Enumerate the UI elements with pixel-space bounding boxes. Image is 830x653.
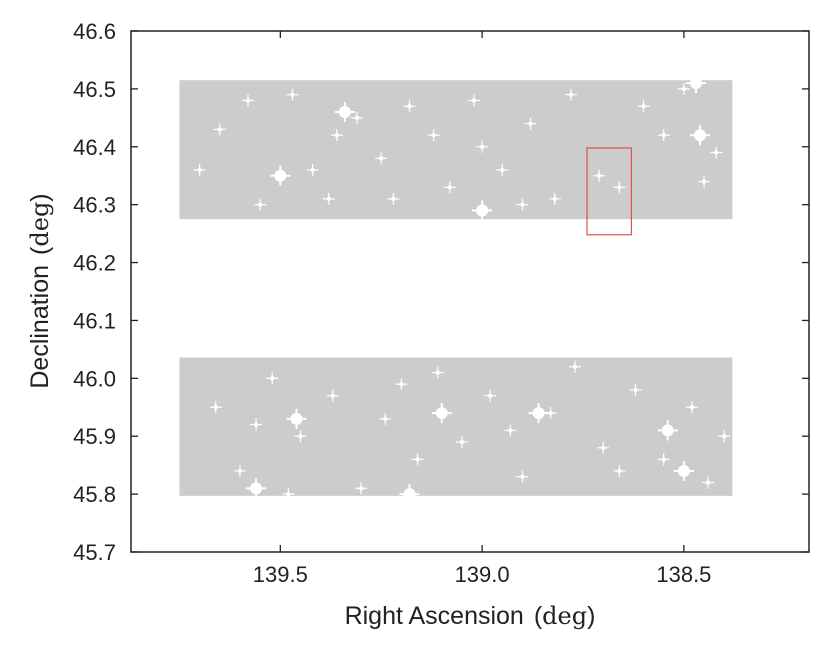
- star-mask-9: [443, 181, 456, 194]
- y-tick-label-1: 45.8: [73, 482, 116, 507]
- x-axis-title: Right Ascension (deg): [345, 602, 596, 630]
- star-mask-6: [375, 152, 388, 165]
- coverage-region-north: [179, 80, 733, 220]
- star-mask-46: [702, 476, 715, 489]
- masked-stars-layer: [193, 73, 731, 505]
- y-tick-label-6: 46.3: [73, 193, 116, 218]
- bright-star-mask-0: [270, 165, 291, 186]
- star-mask-11: [496, 163, 509, 176]
- star-mask-30: [266, 372, 279, 385]
- star-mask-19: [698, 175, 711, 188]
- star-mask-16: [613, 181, 626, 194]
- star-mask-32: [326, 389, 339, 402]
- star-mask-39: [516, 470, 529, 483]
- x-tick-label-2: 138.5: [656, 562, 711, 587]
- x-axis-ticks: 139.5 139.0 138.5: [253, 31, 711, 587]
- bright-star-mask-8: [657, 420, 678, 441]
- y-tick-label-2: 45.9: [73, 424, 116, 449]
- star-mask-49: [504, 424, 517, 437]
- star-mask-34: [379, 412, 392, 425]
- star-mask-2: [286, 88, 299, 101]
- bright-star-mask-11: [334, 102, 355, 123]
- y-tick-label-3: 46.0: [73, 366, 116, 391]
- star-mask-18: [677, 82, 690, 95]
- star-mask-3: [306, 163, 319, 176]
- star-mask-41: [568, 360, 581, 373]
- x-tick-label-0: 139.5: [253, 562, 308, 587]
- star-mask-35: [411, 453, 424, 466]
- star-mask-12: [524, 117, 537, 130]
- star-mask-22: [387, 192, 400, 205]
- star-mask-52: [718, 430, 731, 443]
- y-tick-label-9: 46.6: [73, 19, 116, 44]
- star-mask-36: [431, 366, 444, 379]
- star-mask-48: [395, 378, 408, 391]
- star-mask-26: [710, 146, 723, 159]
- star-mask-45: [685, 401, 698, 414]
- bright-star-mask-10: [690, 125, 711, 146]
- y-axis-ticks: 45.7 45.8 45.9 46.0 46.1 46.2 46.3 46.4 46.5 46.6: [73, 19, 809, 565]
- bright-star-mask-5: [286, 408, 307, 429]
- bright-star-mask-4: [528, 403, 549, 424]
- star-mask-7: [403, 100, 416, 113]
- star-mask-0: [213, 123, 226, 136]
- star-mask-43: [629, 383, 642, 396]
- star-mask-21: [330, 129, 343, 142]
- star-mask-27: [193, 163, 206, 176]
- star-mask-47: [282, 488, 295, 501]
- star-mask-25: [637, 100, 650, 113]
- star-mask-14: [564, 88, 577, 101]
- bright-star-mask-1: [472, 200, 493, 221]
- y-tick-label-8: 46.5: [73, 77, 116, 102]
- bright-star-mask-6: [673, 460, 694, 481]
- coverage-layer: [179, 80, 733, 496]
- y-tick-label-5: 46.2: [73, 251, 116, 276]
- y-tick-label-7: 46.4: [73, 135, 116, 160]
- star-mask-1: [242, 94, 255, 107]
- coverage-region-south: [179, 357, 733, 496]
- star-mask-28: [209, 401, 222, 414]
- star-mask-17: [657, 129, 670, 142]
- plot-area: [179, 73, 733, 505]
- star-mask-10: [468, 94, 481, 107]
- star-mask-15: [593, 169, 606, 182]
- y-axis-title: Declination (deg): [26, 193, 54, 388]
- star-mask-23: [476, 140, 489, 153]
- star-mask-29: [233, 464, 246, 477]
- star-mask-4: [322, 192, 335, 205]
- star-mask-31: [294, 430, 307, 443]
- star-mask-33: [355, 482, 368, 495]
- star-mask-24: [516, 198, 529, 211]
- star-mask-5: [351, 111, 363, 124]
- bright-star-mask-2: [686, 73, 706, 94]
- star-mask-42: [597, 441, 610, 454]
- star-mask-38: [484, 389, 497, 402]
- plot-frame: [130, 30, 810, 553]
- x-tick-label-1: 139.0: [455, 562, 510, 587]
- y-tick-label-0: 45.7: [73, 540, 116, 565]
- star-mask-13: [548, 192, 561, 205]
- bright-star-mask-3: [431, 403, 452, 424]
- star-mask-20: [254, 198, 267, 211]
- star-mask-50: [613, 464, 626, 477]
- star-mask-51: [250, 418, 263, 431]
- highlight-box: [586, 147, 633, 236]
- y-tick-label-4: 46.1: [73, 308, 116, 333]
- star-mask-37: [455, 436, 468, 449]
- bright-star-mask-7: [399, 484, 420, 505]
- star-mask-8: [427, 129, 440, 142]
- star-mask-44: [657, 453, 670, 466]
- bright-star-mask-9: [246, 478, 267, 499]
